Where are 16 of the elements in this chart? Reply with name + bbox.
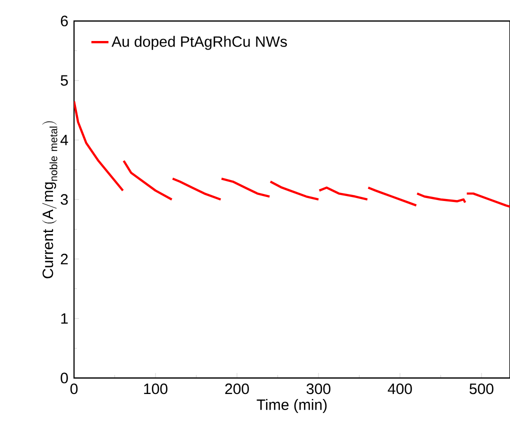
x-tick-label: 500 — [470, 384, 494, 394]
x-tick-label: 400 — [388, 384, 412, 394]
x-tick-label: 300 — [306, 384, 330, 394]
y-tick-label: 2 — [60, 254, 68, 264]
y-axis-title: $\mathrm{Current\ (A/mg}_{\mathrm{noble\ metal}}\mathrm{)}$ — [42, 121, 58, 278]
y-tick-label: 4 — [60, 134, 68, 146]
y-tick-label: 0 — [60, 372, 68, 384]
x-tick-label: 200 — [225, 384, 249, 394]
x-tick-label: 100 — [144, 384, 168, 394]
y-tick-label: 6 — [60, 16, 68, 26]
y-tick-label: 3 — [60, 194, 68, 205]
y-tick-label: 5 — [60, 75, 68, 86]
x-tick-label: 0 — [70, 384, 78, 394]
legend-label: Au doped PtAgRhCu NWs — [112, 36, 287, 50]
x-axis-title: Time (min) — [256, 399, 327, 413]
y-tick-label: 1 — [61, 313, 68, 324]
